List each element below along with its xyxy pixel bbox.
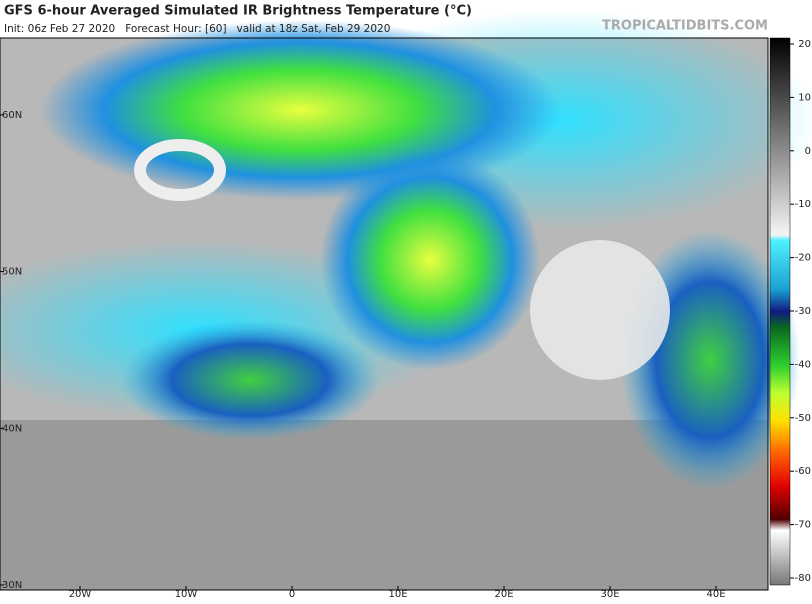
colorbar-label: -70 bbox=[795, 520, 811, 531]
colorbar-label: -10 bbox=[795, 199, 811, 210]
lat-label: 50N bbox=[2, 267, 22, 278]
colorbar-label: 10 bbox=[798, 92, 811, 103]
colorbar-label: 0 bbox=[805, 146, 811, 157]
lon-label: 10E bbox=[388, 589, 407, 600]
lon-label: 40E bbox=[706, 589, 725, 600]
brand: TROPICALTIDBITS.COM bbox=[602, 19, 768, 34]
colorbar-label: -60 bbox=[795, 466, 811, 477]
lat-label: 60N bbox=[2, 110, 22, 121]
colorbar-label: 20 bbox=[798, 39, 811, 50]
subtitle: Init: 06z Feb 27 2020 Forecast Hour: [60… bbox=[4, 23, 390, 35]
colorbar-label: -30 bbox=[795, 306, 811, 317]
colorbar bbox=[769, 37, 791, 586]
colorbar-label: -40 bbox=[795, 359, 811, 370]
map-image bbox=[0, 10, 812, 590]
lon-label: 20W bbox=[69, 589, 92, 600]
colorbar-label: -50 bbox=[795, 413, 811, 424]
lat-label: 30N bbox=[2, 580, 22, 591]
colorbar-label: -20 bbox=[795, 253, 811, 264]
map-frame bbox=[0, 37, 769, 591]
lon-label: 20E bbox=[494, 589, 513, 600]
title: GFS 6-hour Averaged Simulated IR Brightn… bbox=[4, 4, 472, 19]
lon-label: 10W bbox=[175, 589, 198, 600]
lat-label: 40N bbox=[2, 423, 22, 434]
lon-label: 0 bbox=[289, 589, 295, 600]
colorbar-label: -80 bbox=[795, 573, 811, 584]
lon-label: 30E bbox=[600, 589, 619, 600]
